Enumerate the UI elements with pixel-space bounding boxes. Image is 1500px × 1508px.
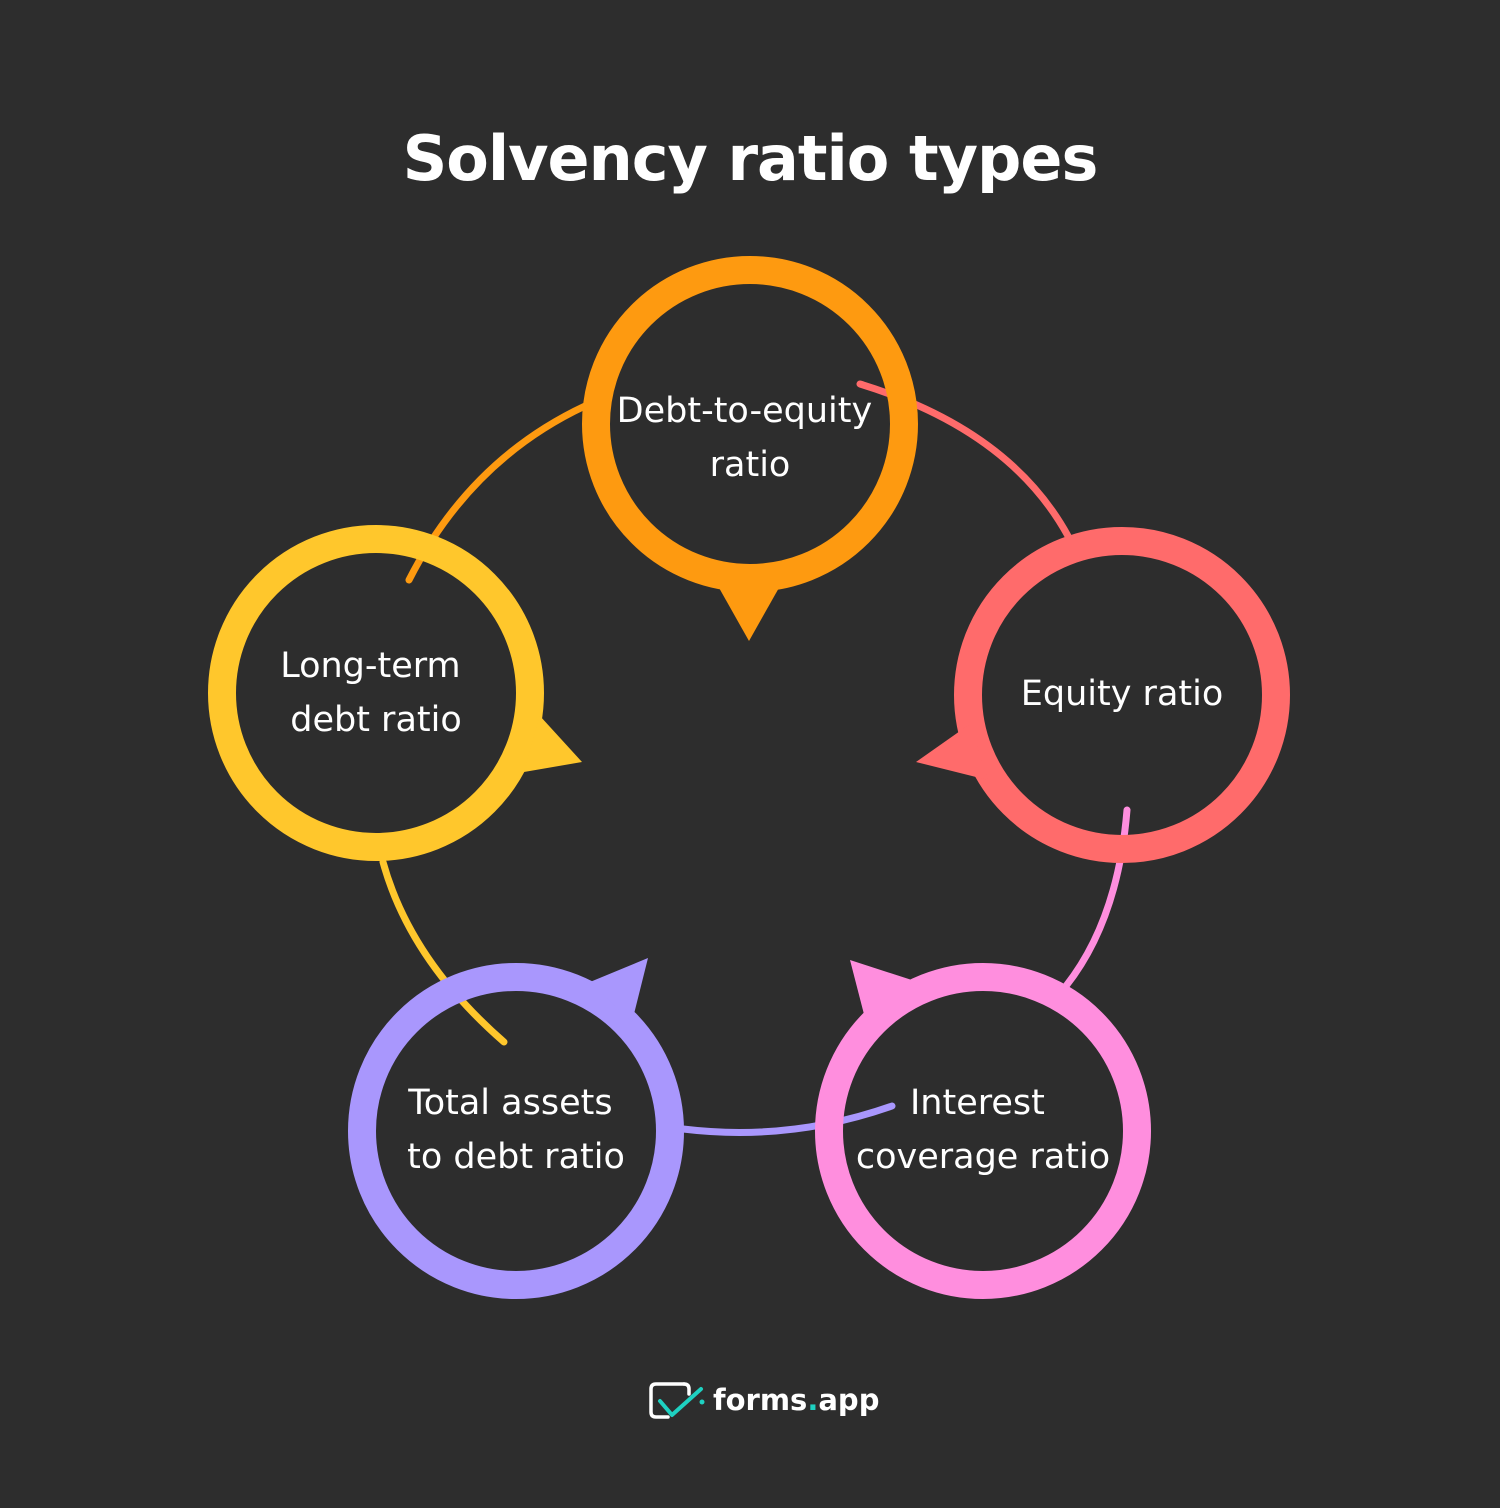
node-pointer	[850, 960, 918, 1022]
node-debt-to-equity: Debt-to-equity ratio	[582, 256, 918, 641]
node-pointer	[590, 958, 648, 1022]
node-ring	[348, 963, 684, 1299]
connector-arc-interest-coverage-to-total-assets	[679, 1102, 896, 1136]
page-title: Solvency ratio types	[403, 122, 1098, 195]
node-pointer	[916, 724, 988, 780]
node-ring	[582, 256, 918, 592]
forms-app-logo-icon	[649, 1382, 705, 1419]
node-label: Total assets to debt ratio	[407, 1083, 625, 1177]
connector-arcs	[379, 380, 1131, 1136]
node-label: Debt-to-equity ratio	[617, 391, 884, 485]
node-label: Interest coverage ratio	[856, 1083, 1110, 1177]
node-label: Equity ratio	[1021, 674, 1224, 714]
node-pointer	[718, 586, 780, 641]
node-ring	[815, 963, 1151, 1299]
node-long-term-debt: Long-term debt ratio	[208, 525, 582, 861]
connector-arc-total-assets-to-long-term-debt	[379, 858, 508, 1046]
node-interest-coverage: Interest coverage ratio	[815, 960, 1151, 1299]
node-total-assets-to-debt: Total assets to debt ratio	[348, 958, 684, 1299]
forms-app-logo: forms.app	[649, 1382, 879, 1419]
node-equity: Equity ratio	[916, 527, 1290, 863]
node-pointer	[524, 716, 582, 772]
node-label: Long-term debt ratio	[280, 646, 472, 740]
node-ring	[208, 525, 544, 861]
node-ring	[954, 527, 1290, 863]
brand-name: forms.app	[713, 1383, 879, 1417]
